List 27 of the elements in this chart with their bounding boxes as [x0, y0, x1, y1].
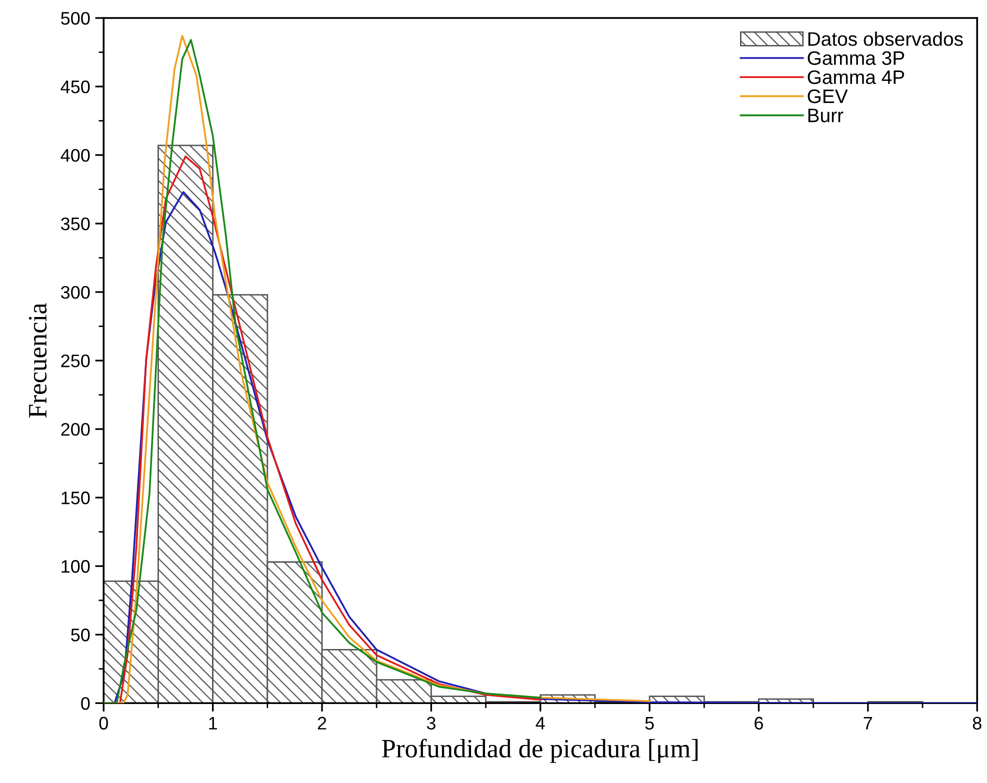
x-tick-label: 8 [972, 716, 982, 730]
y-tick-label: 100 [62, 560, 90, 573]
y-tick-label: 50 [71, 628, 90, 642]
y-tick-label: 150 [62, 492, 90, 504]
y-tick-label: 350 [61, 217, 90, 230]
x-tick-label: 6 [754, 716, 763, 730]
x-tick-label: 4 [536, 716, 545, 730]
x-tick-label: 1 [209, 716, 217, 730]
y-tick-label: 400 [60, 148, 90, 162]
y-tick-label: 450 [60, 80, 90, 94]
x-tick-label: 0 [99, 716, 108, 730]
y-tick-label: 250 [61, 354, 90, 368]
legend-label: Burr [808, 108, 844, 122]
y-tick-label: 200 [61, 423, 90, 436]
legend-label: Gamma 4P [808, 70, 904, 84]
y-tick-label: 300 [61, 286, 90, 299]
x-axis-title: Profundidad de picadura [μm] [382, 738, 698, 763]
x-tick-label: 2 [318, 716, 326, 730]
x-tick-label: 7 [864, 716, 872, 730]
y-axis-title: Frecuencia [28, 303, 47, 418]
y-tick-label: 500 [61, 12, 90, 25]
x-tick-label: 5 [645, 716, 654, 730]
x-tick-label: 3 [426, 716, 436, 730]
y-tick-label: 0 [81, 697, 90, 710]
legend-label: Datos observados [808, 32, 963, 46]
legend-label: GEV [808, 89, 848, 104]
legend-label: Gamma 3P [808, 51, 904, 65]
